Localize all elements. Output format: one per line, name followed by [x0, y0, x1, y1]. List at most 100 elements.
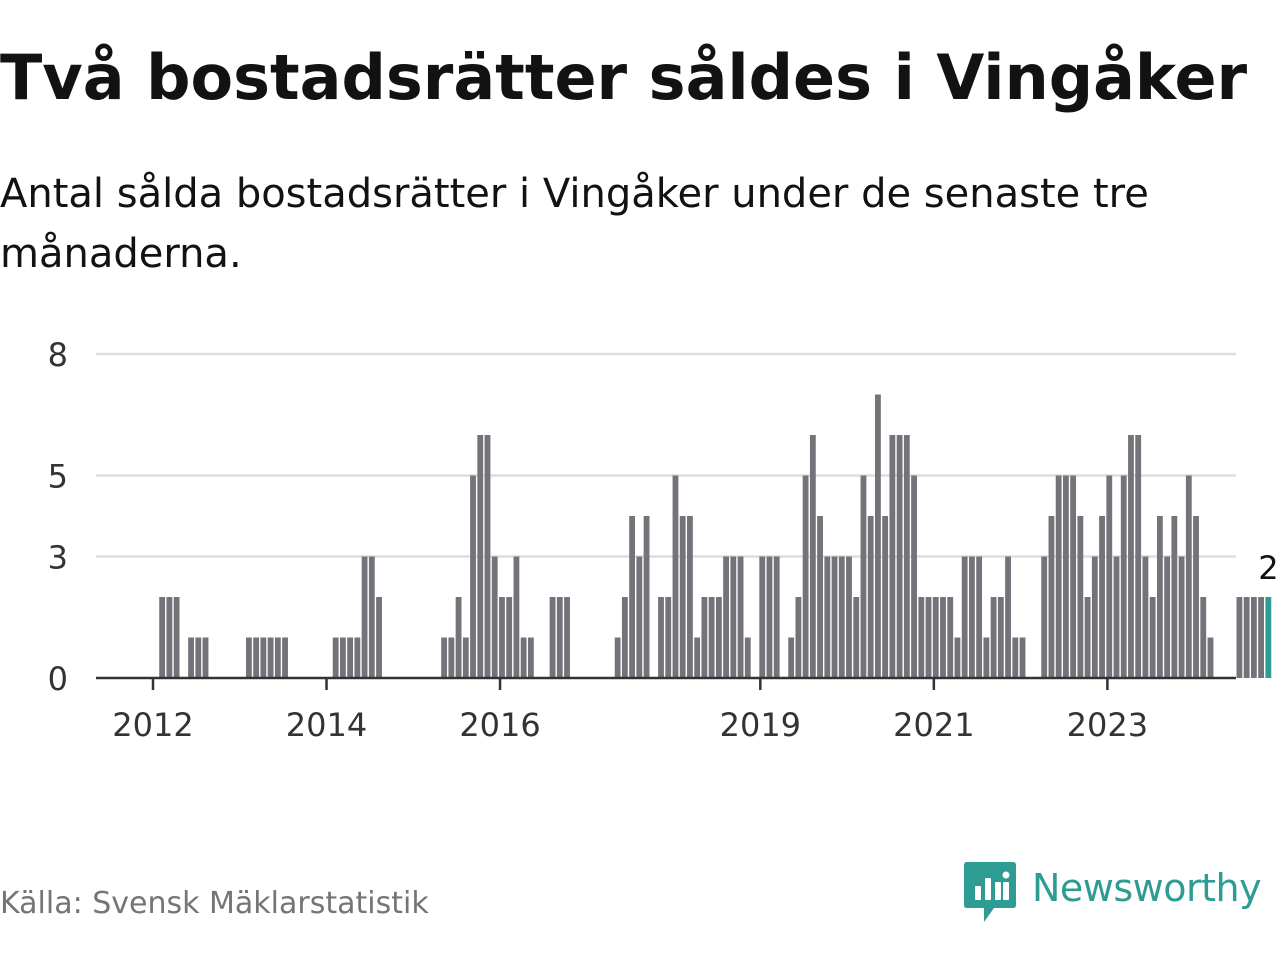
bar [838, 556, 845, 678]
x-tick-label: 2014 [286, 706, 367, 740]
bar [730, 556, 737, 678]
bar [188, 637, 194, 678]
bar [687, 516, 693, 678]
bar [1077, 516, 1084, 678]
x-tick-label: 2023 [1067, 706, 1148, 740]
bar [441, 637, 448, 678]
bar [918, 597, 925, 678]
bar [694, 637, 701, 678]
bar [1091, 556, 1098, 678]
bar [1120, 475, 1127, 678]
bar [527, 637, 534, 678]
bar [166, 597, 173, 678]
bar [1135, 435, 1142, 678]
bar [376, 597, 382, 678]
bar [809, 435, 816, 678]
bar [1207, 637, 1214, 678]
bar [159, 597, 166, 678]
bar [513, 556, 520, 678]
bar [932, 597, 939, 678]
highlight-bar [1265, 597, 1272, 678]
bar [347, 637, 354, 678]
bar [1236, 597, 1243, 678]
bar [983, 637, 990, 678]
bar [1012, 637, 1019, 678]
bar [1041, 556, 1048, 678]
bar [1099, 516, 1105, 678]
bar [448, 637, 455, 678]
bar [499, 597, 505, 678]
bar [1149, 597, 1156, 678]
bar [274, 637, 281, 678]
bar [354, 637, 361, 678]
bar [202, 637, 209, 678]
bar [795, 597, 802, 678]
newsworthy-logo-icon [964, 862, 1016, 922]
bar [940, 597, 946, 678]
bar [1084, 597, 1091, 678]
source-note: Källa: Svensk Mäklarstatistik [0, 886, 429, 921]
x-tick-label: 2012 [112, 706, 193, 740]
y-tick-label: 5 [48, 458, 68, 496]
x-tick-label: 2016 [459, 706, 540, 740]
bar [549, 597, 556, 678]
bar [665, 597, 672, 678]
brand-logo[interactable]: Newsworthy [964, 862, 1262, 926]
bar [911, 475, 917, 678]
bar [477, 435, 484, 678]
bar [715, 597, 722, 678]
bar [708, 597, 715, 678]
bar [759, 556, 766, 678]
bar [1106, 475, 1113, 678]
bar [896, 435, 903, 678]
bar [875, 394, 881, 678]
bar [1019, 637, 1026, 678]
bar [802, 475, 809, 678]
brand-name: Newsworthy [1032, 866, 1262, 910]
bar [723, 556, 729, 678]
bar [339, 637, 346, 678]
bar [520, 637, 527, 678]
y-tick-label: 0 [48, 660, 68, 698]
bar [455, 597, 462, 678]
bar [997, 597, 1004, 678]
y-tick-label: 8 [48, 336, 68, 374]
bar [947, 597, 954, 678]
bar [968, 556, 975, 678]
bar [824, 556, 831, 678]
bar [1193, 516, 1199, 678]
bar [846, 556, 852, 678]
page-subtitle: Antal sålda bostadsrätter i Vingåker und… [0, 171, 1149, 277]
bar [882, 516, 889, 678]
bar [1113, 556, 1120, 678]
bar [701, 597, 708, 678]
bar [1055, 475, 1062, 678]
bar [853, 597, 860, 678]
bar [1062, 475, 1069, 678]
bar [260, 637, 267, 678]
bar [462, 637, 469, 678]
bar [1142, 556, 1149, 678]
bar [1200, 597, 1207, 678]
bar [788, 637, 795, 678]
bar [361, 556, 368, 678]
bar [990, 597, 997, 678]
bar [368, 556, 375, 678]
bar [282, 637, 288, 678]
bar [253, 637, 260, 678]
bar [1171, 516, 1178, 678]
bar [629, 516, 636, 678]
bar [484, 435, 491, 678]
bar [766, 556, 773, 678]
bar [506, 597, 513, 678]
bar [737, 556, 744, 678]
bar [636, 556, 643, 678]
bar [1048, 516, 1055, 678]
bar [245, 637, 252, 678]
bar [773, 556, 780, 678]
bar [679, 516, 686, 678]
bar [1178, 556, 1185, 678]
bar [672, 475, 679, 678]
bar [817, 516, 823, 678]
bar [954, 637, 961, 678]
